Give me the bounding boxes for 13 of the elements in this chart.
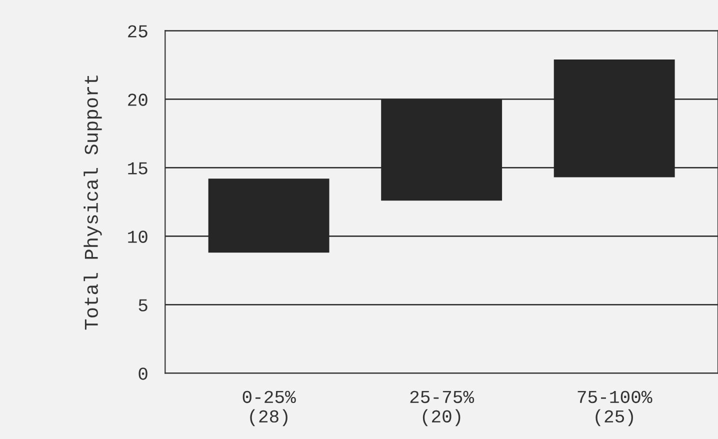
bar — [208, 178, 330, 253]
y-tick-label: 0 — [138, 368, 148, 380]
bar — [554, 59, 675, 178]
y-tick-label: 20 — [128, 94, 148, 106]
x-tick-label: 0-25% (28) — [242, 390, 296, 426]
x-tick-label: 25-75% (20) — [410, 390, 474, 426]
y-axis-title: Total Physical Support — [84, 76, 102, 330]
y-tick-label: 25 — [128, 25, 148, 38]
y-tick-label: 10 — [128, 230, 148, 243]
y-tick-label: 15 — [128, 162, 148, 174]
y-tick-label: 5 — [138, 299, 148, 312]
bar — [381, 99, 502, 201]
x-tick-label: 75-100% (25) — [578, 390, 652, 426]
